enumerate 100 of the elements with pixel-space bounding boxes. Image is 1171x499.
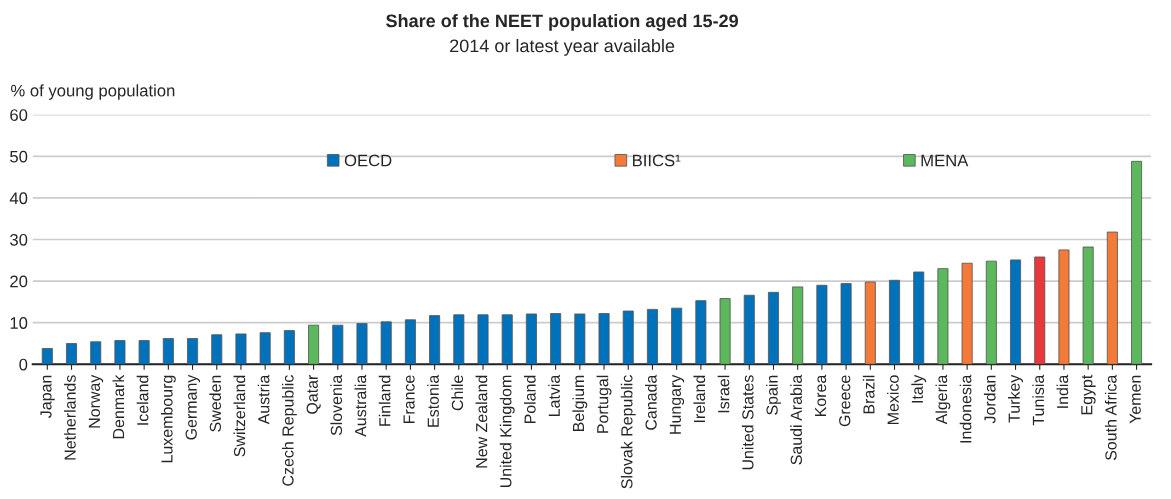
bar xyxy=(429,315,441,365)
y-tick-label: 20 xyxy=(10,275,28,288)
x-tick-label: Iceland xyxy=(136,375,149,425)
x-tick-label: Turkey xyxy=(1008,374,1023,423)
bar xyxy=(259,332,271,365)
x-tick-label: Qatar xyxy=(306,374,321,414)
x-tick-label: Hungary xyxy=(669,374,685,434)
x-tick-label: Greece xyxy=(839,375,851,427)
x-tick-label: India xyxy=(1056,374,1069,408)
bar xyxy=(550,313,562,365)
x-tick-label: Italy xyxy=(911,374,927,403)
x-tick-label: Tunisia xyxy=(1032,374,1045,426)
bar xyxy=(380,321,392,365)
x-tick-label: Mexico xyxy=(887,375,899,424)
bar xyxy=(41,348,53,365)
x-tick-label: Saudi Arabia xyxy=(790,374,802,465)
bar xyxy=(767,291,779,365)
bar xyxy=(90,341,102,365)
x-tick-label: Czech Republic xyxy=(281,375,297,486)
x-tick-label: Israel xyxy=(717,375,730,413)
bar xyxy=(525,313,537,365)
bar xyxy=(840,283,852,365)
x-tick-label: Austria xyxy=(257,374,270,425)
y-axis-title: % of young population xyxy=(11,84,175,100)
bar xyxy=(187,338,199,365)
x-tick-label: Japan xyxy=(40,375,55,418)
bar xyxy=(283,330,295,365)
bar xyxy=(501,314,513,365)
x-tick-label: Slovenia xyxy=(330,374,343,436)
bar xyxy=(671,307,683,365)
bar xyxy=(695,300,707,365)
x-tick-label: Algeria xyxy=(935,374,951,425)
bar xyxy=(138,340,150,365)
x-tick-label: Switzerland xyxy=(233,375,246,457)
legend-label: OECD xyxy=(344,154,392,167)
bar xyxy=(985,260,997,365)
bar xyxy=(404,319,416,365)
x-tick-label: Latvia xyxy=(548,374,560,416)
bar xyxy=(574,313,586,365)
x-tick-label: Canada xyxy=(645,374,657,430)
bar xyxy=(816,284,828,365)
bar xyxy=(1010,259,1022,365)
bar xyxy=(1131,160,1143,365)
x-tick-label: Chile xyxy=(451,375,464,411)
bar xyxy=(235,333,247,365)
bar xyxy=(162,338,174,365)
bar xyxy=(646,308,658,365)
y-tick-label: 40 xyxy=(9,192,28,205)
bar xyxy=(1106,231,1118,365)
x-tick-label: Indonesia xyxy=(959,374,972,443)
y-tick-label: 60 xyxy=(10,109,28,121)
bar xyxy=(1058,249,1070,365)
x-tick-label: Poland xyxy=(523,375,536,424)
x-tick-label: France xyxy=(403,375,415,424)
bar xyxy=(332,324,344,365)
legend-label: BIICS¹ xyxy=(633,154,681,167)
bar xyxy=(889,279,901,365)
bar xyxy=(453,314,465,365)
x-tick-label: Australia xyxy=(354,374,367,437)
x-tick-label: South Africa xyxy=(1104,374,1117,461)
x-tick-label: Korea xyxy=(815,374,827,416)
x-tick-label: Yemen xyxy=(1129,375,1141,424)
bar xyxy=(792,286,804,365)
bar xyxy=(913,271,925,365)
bar xyxy=(961,262,973,365)
chart-subtitle: 2014 or latest year available xyxy=(450,38,675,56)
y-tick-label: 10 xyxy=(10,317,28,329)
bar xyxy=(1034,256,1046,365)
bar xyxy=(308,324,320,365)
x-tick-label: Finland xyxy=(378,375,391,426)
bar xyxy=(743,294,755,365)
x-tick-label: United Kingdom xyxy=(499,375,515,488)
x-tick-label: Netherlands xyxy=(64,375,76,460)
bar xyxy=(1082,246,1094,365)
x-tick-label: Slovak Republic xyxy=(620,375,636,489)
x-tick-label: Luxembourg xyxy=(160,375,176,463)
bar xyxy=(114,340,126,365)
legend-label: MENA xyxy=(921,154,969,167)
bar xyxy=(598,313,610,365)
x-tick-label: United States xyxy=(741,375,754,470)
bar xyxy=(477,314,489,365)
x-tick-label: Norway xyxy=(88,374,104,428)
bar xyxy=(622,310,634,365)
x-tick-label: Ireland xyxy=(693,375,706,423)
bar xyxy=(719,298,731,365)
x-tick-label: Sweden xyxy=(209,375,222,432)
bar xyxy=(66,343,78,365)
x-tick-label: Spain xyxy=(766,375,781,415)
bar xyxy=(356,323,368,365)
x-tick-label: Denmark xyxy=(112,374,125,439)
x-tick-label: Belgium xyxy=(572,375,588,432)
x-tick-label: Portugal xyxy=(596,375,612,433)
bar xyxy=(864,281,876,365)
y-tick-label: 30 xyxy=(10,233,28,246)
x-tick-label: Brazil xyxy=(862,375,875,414)
x-tick-label: New Zealand xyxy=(475,375,488,468)
bar xyxy=(937,268,949,365)
bar xyxy=(211,334,223,365)
x-tick-label: Estonia xyxy=(427,374,439,427)
x-tick-label: Jordan xyxy=(983,375,996,424)
